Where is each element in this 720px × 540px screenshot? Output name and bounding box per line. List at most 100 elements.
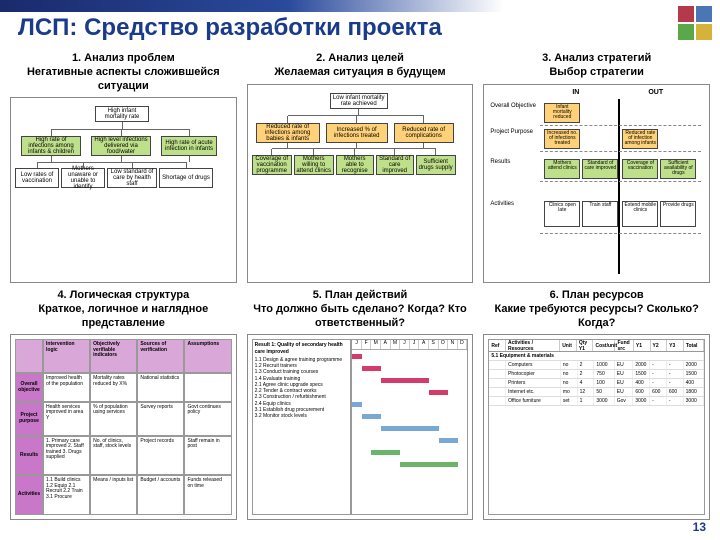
objective-tree: Low infant mortality rate achieved Reduce… xyxy=(252,89,469,279)
resource-body: 5.1 Equipment & materialsComputersno2100… xyxy=(489,352,704,514)
gantt-bar xyxy=(371,450,400,455)
lf-cell: Means / inputs list xyxy=(90,475,137,515)
gantt-bar xyxy=(362,366,381,371)
tree-node: Sufficient drugs supply xyxy=(416,155,456,175)
row-label: Project Purpose xyxy=(490,129,538,135)
tree-node: Reduced rate of infections among babies … xyxy=(256,123,320,143)
resource-section-heading: 5.1 Equipment & materials xyxy=(489,352,704,360)
lf-cell: 1.1 Build clinics 1.2 Equip 2.1 Recruit … xyxy=(43,475,90,515)
row-label: Activities xyxy=(490,201,538,207)
lf-cell: % of population using services xyxy=(90,402,137,436)
lf-cell: Health services improved in area Y xyxy=(43,402,90,436)
strategy-box: Infant mortality reduced xyxy=(544,103,580,123)
strategy-box: Reduced rate of infection among infants xyxy=(622,129,658,149)
tree-node: Low standard of care by health staff xyxy=(107,168,157,188)
gantt: Result 1: Quality of secondary health ca… xyxy=(252,339,469,515)
lf-cell: Improved health of the population xyxy=(43,373,90,402)
resource-table: RefActivities / ResourcesUnitQty Y1Cost/… xyxy=(488,339,705,515)
lf-col-header xyxy=(15,339,43,373)
panel-1-head: 1. Анализ проблем Негативные аспекты сло… xyxy=(10,52,237,93)
gantt-bar xyxy=(352,354,362,359)
lf-cell: No. of clinics, staff, stock levels xyxy=(90,436,137,476)
strategy-box: Provide drugs xyxy=(660,201,696,227)
panel-3-body: INOUTOverall ObjectiveProject PurposeRes… xyxy=(483,84,710,284)
panel-5-subtitle: Что должно быть сделано? Когда? Кто отве… xyxy=(253,303,466,329)
tree-node: Mothers willing to attend clinics xyxy=(294,155,334,175)
gantt-tasklist: Result 1: Quality of secondary health ca… xyxy=(252,339,352,515)
slide: ЛСП: Средство разработки проекта 1. Анал… xyxy=(0,0,720,540)
tree-node: Coverage of vaccination programme xyxy=(252,155,292,175)
resource-row: Printersno4100EU400--400 xyxy=(489,379,704,388)
lf-col-header: Objectively verifiable indicators xyxy=(90,339,137,373)
tree-node: Reduced rate of complications xyxy=(394,123,454,143)
row-label: Results xyxy=(490,159,538,165)
panel-6-head: 6. План ресурсов Какие требуются ресурсы… xyxy=(483,289,710,330)
in-label: IN xyxy=(572,89,579,96)
resource-header: RefActivities / ResourcesUnitQty Y1Cost/… xyxy=(489,340,704,352)
lf-row-label: Overall objective xyxy=(15,373,43,402)
panel-6-subtitle: Какие требуются ресурсы? Сколько? Когда? xyxy=(495,303,699,329)
lf-row-label: Activities xyxy=(15,475,43,515)
strategy-box: Sufficient availability of drugs xyxy=(660,159,696,179)
gantt-bar xyxy=(362,414,381,419)
panel-3-subtitle: Выбор стратегии xyxy=(549,66,644,78)
panel-2-subtitle: Желаемая ситуация в будущем xyxy=(274,66,445,78)
gantt-bar xyxy=(381,426,439,431)
panel-6-body: RefActivities / ResourcesUnitQty Y1Cost/… xyxy=(483,334,710,520)
panel-1: 1. Анализ проблем Негативные аспекты сло… xyxy=(10,52,237,283)
lf-col-header: Assumptions xyxy=(184,339,231,373)
tree-node: Increased % of infections treated xyxy=(326,123,388,143)
panel-2-body: Low infant mortality rate achieved Reduce… xyxy=(247,84,474,284)
panel-2-title: 2. Анализ целей xyxy=(316,52,404,64)
panel-1-body: High infant mortality rate High rate of i… xyxy=(10,97,237,283)
gantt-bar xyxy=(352,402,362,407)
tree-node: High rate of infections among infants & … xyxy=(21,136,81,156)
tree-node: Low rates of vaccination xyxy=(15,168,59,188)
gantt-chart: JFMAMJJASOND xyxy=(351,339,468,515)
tree-node: Standard of care improved xyxy=(376,155,414,175)
strategy-box: Standard of care improved xyxy=(582,159,618,179)
strategy-matrix: INOUTOverall ObjectiveProject PurposeRes… xyxy=(488,89,705,279)
logo-q2 xyxy=(696,6,712,22)
lf-cell: Funds released on time xyxy=(184,475,231,515)
lf-cell: Govt continues policy xyxy=(184,402,231,436)
lf-row-label: Project purpose xyxy=(15,402,43,436)
lf-cell: Project records xyxy=(137,436,184,476)
logo-q4 xyxy=(696,24,712,40)
header-band xyxy=(0,0,720,12)
gantt-months: JFMAMJJASOND xyxy=(352,340,467,350)
problem-tree: High infant mortality rate High rate of i… xyxy=(15,102,232,278)
panel-4-subtitle: Краткое, логичное и наглядное представле… xyxy=(38,303,208,329)
gantt-bar xyxy=(381,378,429,383)
lf-cell: National statistics xyxy=(137,373,184,402)
tree-node: High rate of acute infection in infants xyxy=(161,136,217,156)
tree-node: Shortage of drugs xyxy=(159,168,213,188)
panel-4-head: 4. Логическая структура Краткое, логично… xyxy=(10,289,237,330)
panel-2: 2. Анализ целей Желаемая ситуация в буду… xyxy=(247,52,474,283)
lf-cell: Survey reports xyxy=(137,402,184,436)
tree-node: Mothers unaware or unable to identify xyxy=(61,168,105,188)
panel-6-title: 6. План ресурсов xyxy=(550,289,644,301)
panel-5-head: 5. План действий Что должно быть сделано… xyxy=(247,289,474,330)
logo-q1 xyxy=(678,6,694,22)
lf-cell: 1. Primary care improved 2. Staff traine… xyxy=(43,436,90,476)
tree-node: High infant mortality rate xyxy=(95,106,149,122)
resource-row: Photocopierno2750EU1500--1500 xyxy=(489,370,704,379)
strategy-box: Coverage of vaccination xyxy=(622,159,658,179)
six-panel-grid: 1. Анализ проблем Негативные аспекты сло… xyxy=(10,52,710,520)
lf-col-header: Sources of verification xyxy=(137,339,184,373)
page-title: ЛСП: Средство разработки проекта xyxy=(18,14,442,42)
panel-3-title: 3. Анализ стратегий xyxy=(542,52,651,64)
lf-cell: Budget / accounts xyxy=(137,475,184,515)
gantt-bar xyxy=(439,438,458,443)
page-number: 13 xyxy=(693,520,706,534)
panel-4-title: 4. Логическая структура xyxy=(57,289,189,301)
panel-5: 5. План действий Что должно быть сделано… xyxy=(247,289,474,520)
tree-node: Low infant mortality rate achieved xyxy=(330,93,388,109)
resource-row: Internet etc.mo1250EU6006006001800 xyxy=(489,388,704,397)
logo-q3 xyxy=(678,24,694,40)
gantt-bar xyxy=(400,462,458,467)
gantt-bar xyxy=(429,390,448,395)
panel-6: 6. План ресурсов Какие требуются ресурсы… xyxy=(483,289,710,520)
panel-4: 4. Логическая структура Краткое, логично… xyxy=(10,289,237,520)
